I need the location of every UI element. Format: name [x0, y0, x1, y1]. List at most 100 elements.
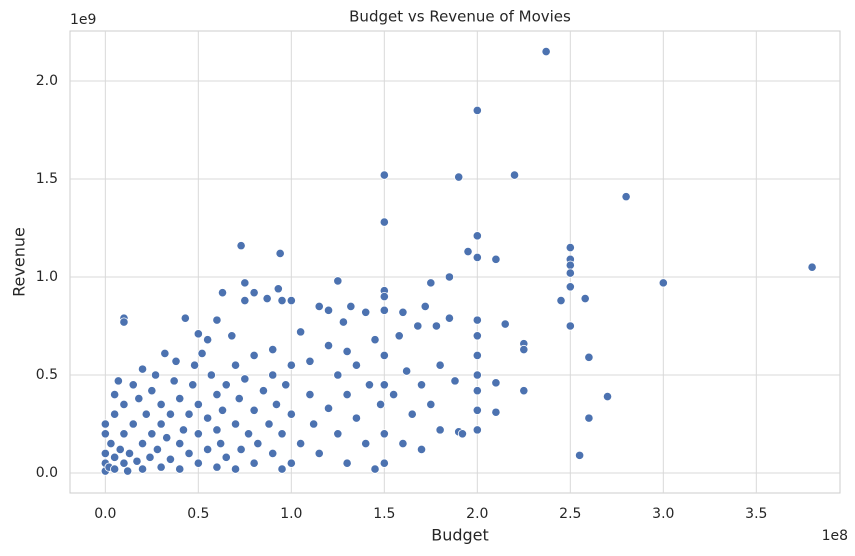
point — [212, 390, 222, 400]
point — [379, 429, 389, 439]
y-tick-label: 2.0 — [36, 73, 58, 89]
point — [519, 344, 529, 355]
point — [565, 321, 575, 331]
point — [124, 448, 135, 459]
point — [203, 444, 213, 455]
point — [416, 380, 427, 390]
point — [314, 301, 324, 311]
point — [203, 413, 213, 423]
point — [281, 380, 291, 390]
point — [243, 429, 254, 439]
point — [286, 295, 296, 306]
point — [110, 409, 120, 419]
point — [128, 419, 138, 429]
point — [426, 399, 436, 410]
point — [472, 370, 482, 380]
point — [110, 390, 120, 400]
point — [314, 448, 324, 459]
point — [565, 242, 575, 253]
point — [230, 360, 241, 370]
point — [286, 409, 296, 419]
point — [472, 425, 482, 435]
point — [212, 425, 222, 435]
point — [171, 356, 181, 366]
point — [190, 360, 200, 370]
x-axis-label: Budget — [431, 526, 489, 545]
point — [519, 386, 529, 396]
point — [342, 390, 352, 400]
point — [119, 317, 129, 327]
point — [472, 252, 482, 262]
point — [342, 346, 352, 357]
point — [621, 192, 631, 202]
point — [333, 276, 343, 286]
point — [420, 301, 430, 311]
point — [268, 370, 278, 380]
point — [145, 452, 155, 462]
point — [463, 246, 473, 257]
point — [249, 405, 259, 415]
x-offset-label: 1e8 — [822, 528, 848, 544]
point — [472, 315, 482, 325]
point — [110, 452, 120, 462]
point — [152, 444, 163, 455]
point — [435, 425, 445, 435]
point — [472, 350, 482, 360]
point — [361, 439, 371, 449]
point — [115, 444, 125, 455]
point — [277, 295, 287, 306]
point — [147, 429, 157, 439]
plot-frame — [69, 30, 841, 494]
point — [165, 454, 176, 464]
point — [275, 248, 285, 259]
point — [193, 429, 203, 439]
point — [217, 288, 228, 298]
point — [234, 393, 244, 404]
point — [240, 295, 250, 306]
y-tick-label: 0.5 — [36, 367, 58, 383]
point — [379, 305, 389, 315]
point — [137, 439, 148, 449]
point — [575, 450, 585, 460]
point — [398, 307, 408, 317]
point — [584, 352, 594, 362]
point — [264, 419, 274, 429]
x-tick-label: 0.0 — [94, 506, 116, 522]
point — [212, 462, 222, 472]
point — [407, 409, 417, 419]
point — [491, 407, 501, 417]
point — [216, 439, 226, 449]
point — [119, 458, 129, 468]
point — [262, 293, 272, 304]
point — [602, 391, 613, 402]
point — [807, 262, 817, 272]
point — [389, 390, 399, 400]
x-tick-label: 3.5 — [745, 506, 767, 522]
point — [296, 439, 306, 449]
point — [180, 313, 190, 323]
point — [491, 378, 501, 388]
point — [333, 429, 343, 439]
point — [333, 370, 343, 380]
point — [123, 466, 133, 476]
point — [193, 329, 203, 339]
point — [236, 444, 246, 455]
point — [132, 456, 142, 466]
point — [454, 172, 464, 182]
x-tick-label: 0.5 — [187, 506, 209, 522]
point — [342, 458, 352, 468]
point — [323, 340, 334, 351]
point — [472, 405, 482, 415]
point — [100, 419, 110, 429]
point — [193, 458, 203, 468]
point — [541, 46, 551, 57]
point — [379, 350, 389, 360]
point — [175, 439, 185, 449]
point — [286, 360, 296, 370]
point — [227, 331, 237, 341]
point — [584, 413, 594, 423]
point — [323, 403, 334, 413]
point — [150, 370, 161, 380]
y-offset-label: 1e9 — [70, 12, 96, 28]
point — [128, 380, 138, 390]
